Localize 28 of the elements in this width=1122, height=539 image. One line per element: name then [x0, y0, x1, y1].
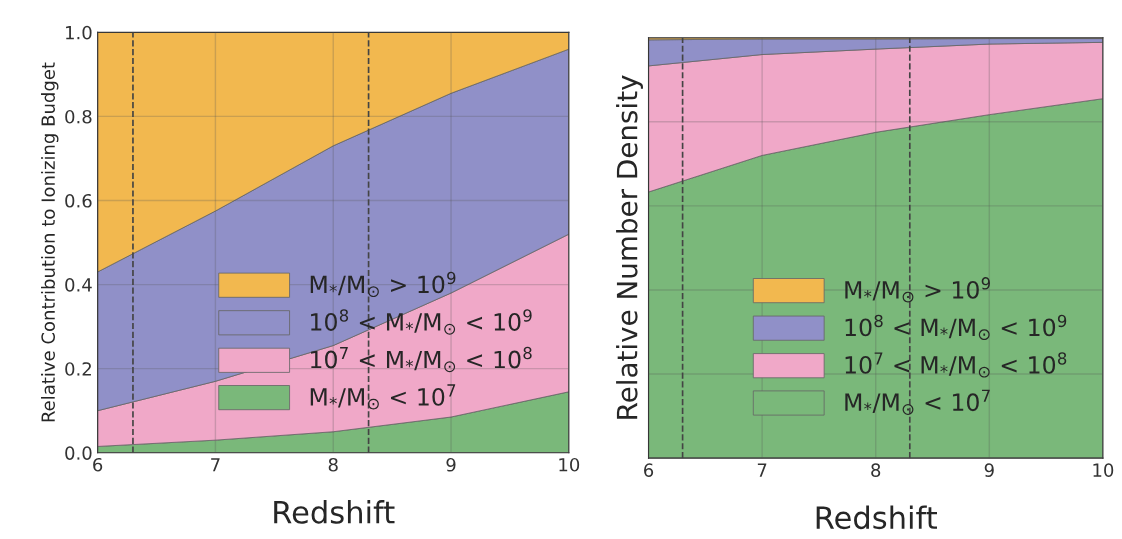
x-tick-label: 10 [559, 457, 580, 472]
legend-label: 10$^{8}$ < M$_{*}$/M$_{⊙}$ < 10$^{9}$ [311, 309, 532, 335]
y-tick-label: 1.0 [66, 25, 92, 40]
x-tick-label: 7 [757, 463, 767, 477]
y-axis-title: Relative Number Density [616, 75, 643, 419]
legend-label: 10$^{7}$ < M$_{*}$/M$_{⊙}$ < 10$^{8}$ [311, 346, 532, 373]
legend-label: M$_{*}$/M$_{⊙}$ > 10$^{9}$ [845, 277, 990, 303]
x-tick-label: 9 [984, 463, 994, 477]
x-tick-label: 9 [446, 457, 456, 472]
legend-label: 10$^{7}$ < M$_{*}$/M$_{⊙}$ < 10$^{8}$ [845, 352, 1067, 378]
legend-label: M$_{*}$/M$_{⊙}$ < 10$^{7}$ [310, 384, 456, 410]
y-tick-label: 0.0 [65, 446, 92, 460]
x-tick-label: 7 [211, 458, 220, 472]
x-tick-label: 6 [644, 463, 654, 477]
y-tick-label: 0.4 [65, 278, 92, 292]
x-tick-label: 8 [328, 457, 338, 472]
legend-label: M$_{*}$/M$_{⊙}$ > 10$^{9}$ [310, 271, 456, 298]
x-axis-title: Redshift [274, 500, 395, 524]
legend-label: 10$^{8}$ < M$_{*}$/M$_{⊙}$ < 10$^{9}$ [845, 314, 1067, 341]
x-tick-label: 10 [1093, 463, 1114, 477]
y-tick-label: 0.2 [65, 362, 91, 376]
x-axis-title: Redshift [816, 505, 937, 530]
x-tick-label: 6 [93, 457, 103, 472]
legend-label: M$_{*}$/M$_{⊙}$ < 10$^{7}$ [845, 389, 990, 415]
y-tick-label: 0.8 [65, 109, 92, 124]
y-axis-title: Relative Contribution to Ionizing Budget [41, 62, 59, 422]
y-tick-label: 0.6 [65, 193, 92, 208]
x-tick-label: 8 [871, 463, 881, 477]
